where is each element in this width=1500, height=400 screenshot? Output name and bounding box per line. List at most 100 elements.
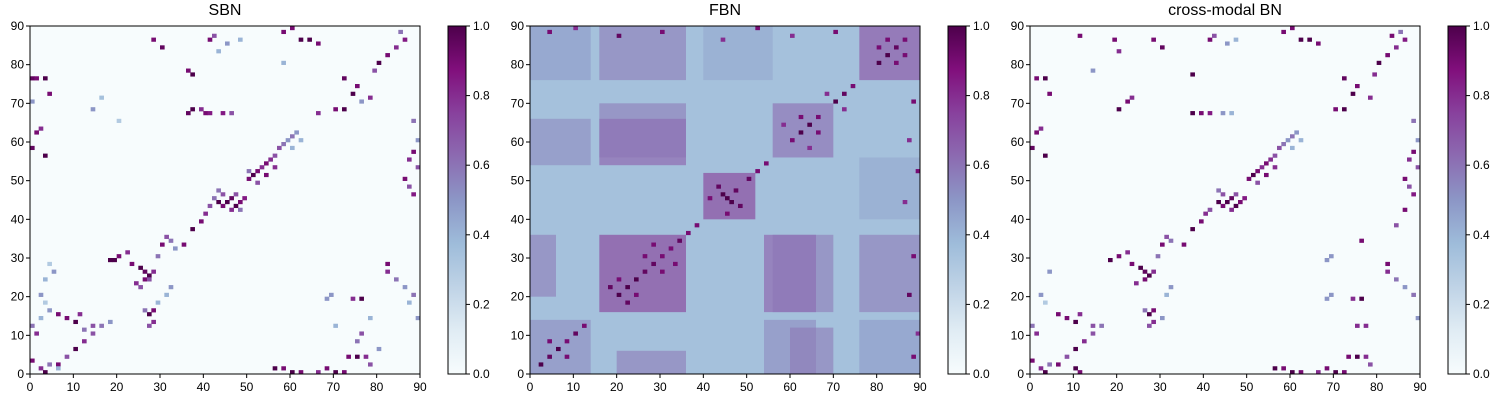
- heatmap-cell: [359, 331, 364, 336]
- x-tick-label: 20: [610, 380, 624, 394]
- heatmap-cell: [1151, 319, 1156, 325]
- heatmap-cell: [307, 37, 312, 42]
- x-tick-label: 10: [1067, 380, 1081, 394]
- x-tick-label: 50: [240, 380, 254, 394]
- heatmap-cell: [816, 114, 821, 120]
- heatmap-cell: [1402, 285, 1408, 290]
- heatmap-cell: [668, 246, 674, 251]
- heatmap-cell: [1125, 250, 1130, 255]
- heatmap-cell: [816, 130, 821, 135]
- heatmap-cell: [720, 192, 726, 197]
- heatmap-cell: [155, 300, 161, 305]
- heatmap-cell: [415, 165, 421, 170]
- heatmap-cell: [90, 107, 96, 112]
- heatmap-cell: [733, 188, 739, 193]
- y-tick-label: 80: [11, 58, 25, 72]
- heatmap-cell: [573, 331, 578, 336]
- y-tick-label: 20: [11, 290, 25, 304]
- heatmap-cell: [1056, 362, 1061, 367]
- heatmap-cell: [333, 323, 338, 328]
- heatmap-cell: [298, 37, 304, 42]
- colorbar-tick-label: 0.0: [973, 367, 990, 381]
- heatmap-cell: [1350, 91, 1356, 96]
- heatmap-cell: [38, 126, 44, 131]
- heatmap-cell: [1272, 153, 1278, 158]
- heatmap-cell: [1342, 76, 1347, 81]
- heatmap-cell: [30, 145, 35, 151]
- heatmap-cell: [342, 107, 347, 112]
- heatmap-cell: [1056, 312, 1061, 317]
- heatmap-cell: [1207, 111, 1213, 116]
- heatmap-cell: [1212, 33, 1217, 38]
- y-tick-label: 90: [11, 19, 25, 33]
- heatmap-cell: [147, 323, 152, 328]
- heatmap-cell: [1038, 366, 1044, 371]
- heatmap-cell: [342, 76, 347, 81]
- heatmap-cell: [781, 122, 786, 127]
- x-tick-label: 60: [283, 380, 297, 394]
- heatmap-block: [530, 26, 591, 81]
- heatmap-cell: [359, 99, 364, 104]
- heatmap-cell: [151, 308, 156, 313]
- heatmap-cell: [1220, 203, 1226, 209]
- heatmap-cell: [1264, 172, 1269, 178]
- heatmap-block: [859, 157, 920, 220]
- heatmap-cell: [1151, 269, 1156, 274]
- heatmap-cell: [1415, 138, 1421, 143]
- colorbar-tick-label: 0.0: [1473, 367, 1490, 381]
- panel-title-cross-modal-bn: cross-modal BN: [1168, 2, 1282, 19]
- heatmap-cell: [359, 296, 364, 301]
- heatmap-cell: [1298, 37, 1304, 42]
- x-tick-label: 70: [327, 380, 341, 394]
- heatmap-cell: [1355, 323, 1360, 328]
- heatmap-block: [616, 350, 686, 374]
- heatmap-cell: [346, 354, 351, 359]
- heatmap-cell: [108, 319, 113, 325]
- heatmap-cell: [755, 26, 760, 31]
- heatmap-cell: [842, 107, 847, 112]
- heatmap-cell: [407, 157, 412, 162]
- heatmap-cell: [790, 138, 795, 143]
- heatmap-cell: [1385, 261, 1390, 267]
- y-tick-label: 90: [511, 19, 525, 33]
- y-tick-label: 0: [1017, 367, 1024, 381]
- heatmap-cell: [1411, 118, 1416, 123]
- heatmap-cell: [720, 37, 726, 42]
- heatmap-cell: [807, 122, 812, 127]
- heatmap-cell: [1043, 370, 1048, 375]
- heatmap-cell: [272, 366, 278, 371]
- heatmap-cell: [1402, 207, 1408, 212]
- colorbar-tick-label: 0.4: [973, 228, 990, 242]
- heatmap-cell: [272, 165, 278, 170]
- heatmap-cell: [1043, 153, 1048, 158]
- heatmap-cell: [911, 254, 916, 259]
- heatmap-cell: [1090, 331, 1096, 336]
- heatmap-cell: [1233, 203, 1239, 209]
- heatmap-cell: [1160, 242, 1165, 247]
- heatmap-cell: [411, 292, 416, 297]
- heatmap-cell: [1368, 362, 1373, 367]
- heatmap-cell: [203, 211, 208, 216]
- heatmap-cell: [1415, 316, 1421, 321]
- heatmap-cell: [1164, 234, 1169, 239]
- heatmap-cell: [316, 370, 321, 375]
- heatmap-cell: [290, 134, 295, 139]
- heatmap-cell: [1294, 130, 1299, 135]
- heatmap-cell: [1112, 37, 1117, 42]
- colorbar-tick-label: 0.6: [973, 158, 990, 172]
- heatmap-cell: [1164, 292, 1169, 297]
- heatmap-cell: [402, 37, 408, 42]
- heatmap-cell: [264, 172, 269, 178]
- heatmap-cell: [1368, 95, 1373, 100]
- heatmap-cell: [1142, 308, 1148, 313]
- heatmap-cell: [1168, 238, 1174, 243]
- y-tick-label: 10: [511, 328, 525, 342]
- heatmap-cell: [885, 37, 890, 42]
- heatmap-cell: [1125, 99, 1130, 104]
- y-tick-label: 30: [1011, 251, 1025, 265]
- heatmap-cell: [220, 203, 226, 209]
- heatmap-cell: [147, 273, 152, 278]
- x-tick-label: 90: [1413, 380, 1427, 394]
- heatmap-cell: [316, 111, 321, 116]
- y-tick-label: 70: [11, 96, 25, 110]
